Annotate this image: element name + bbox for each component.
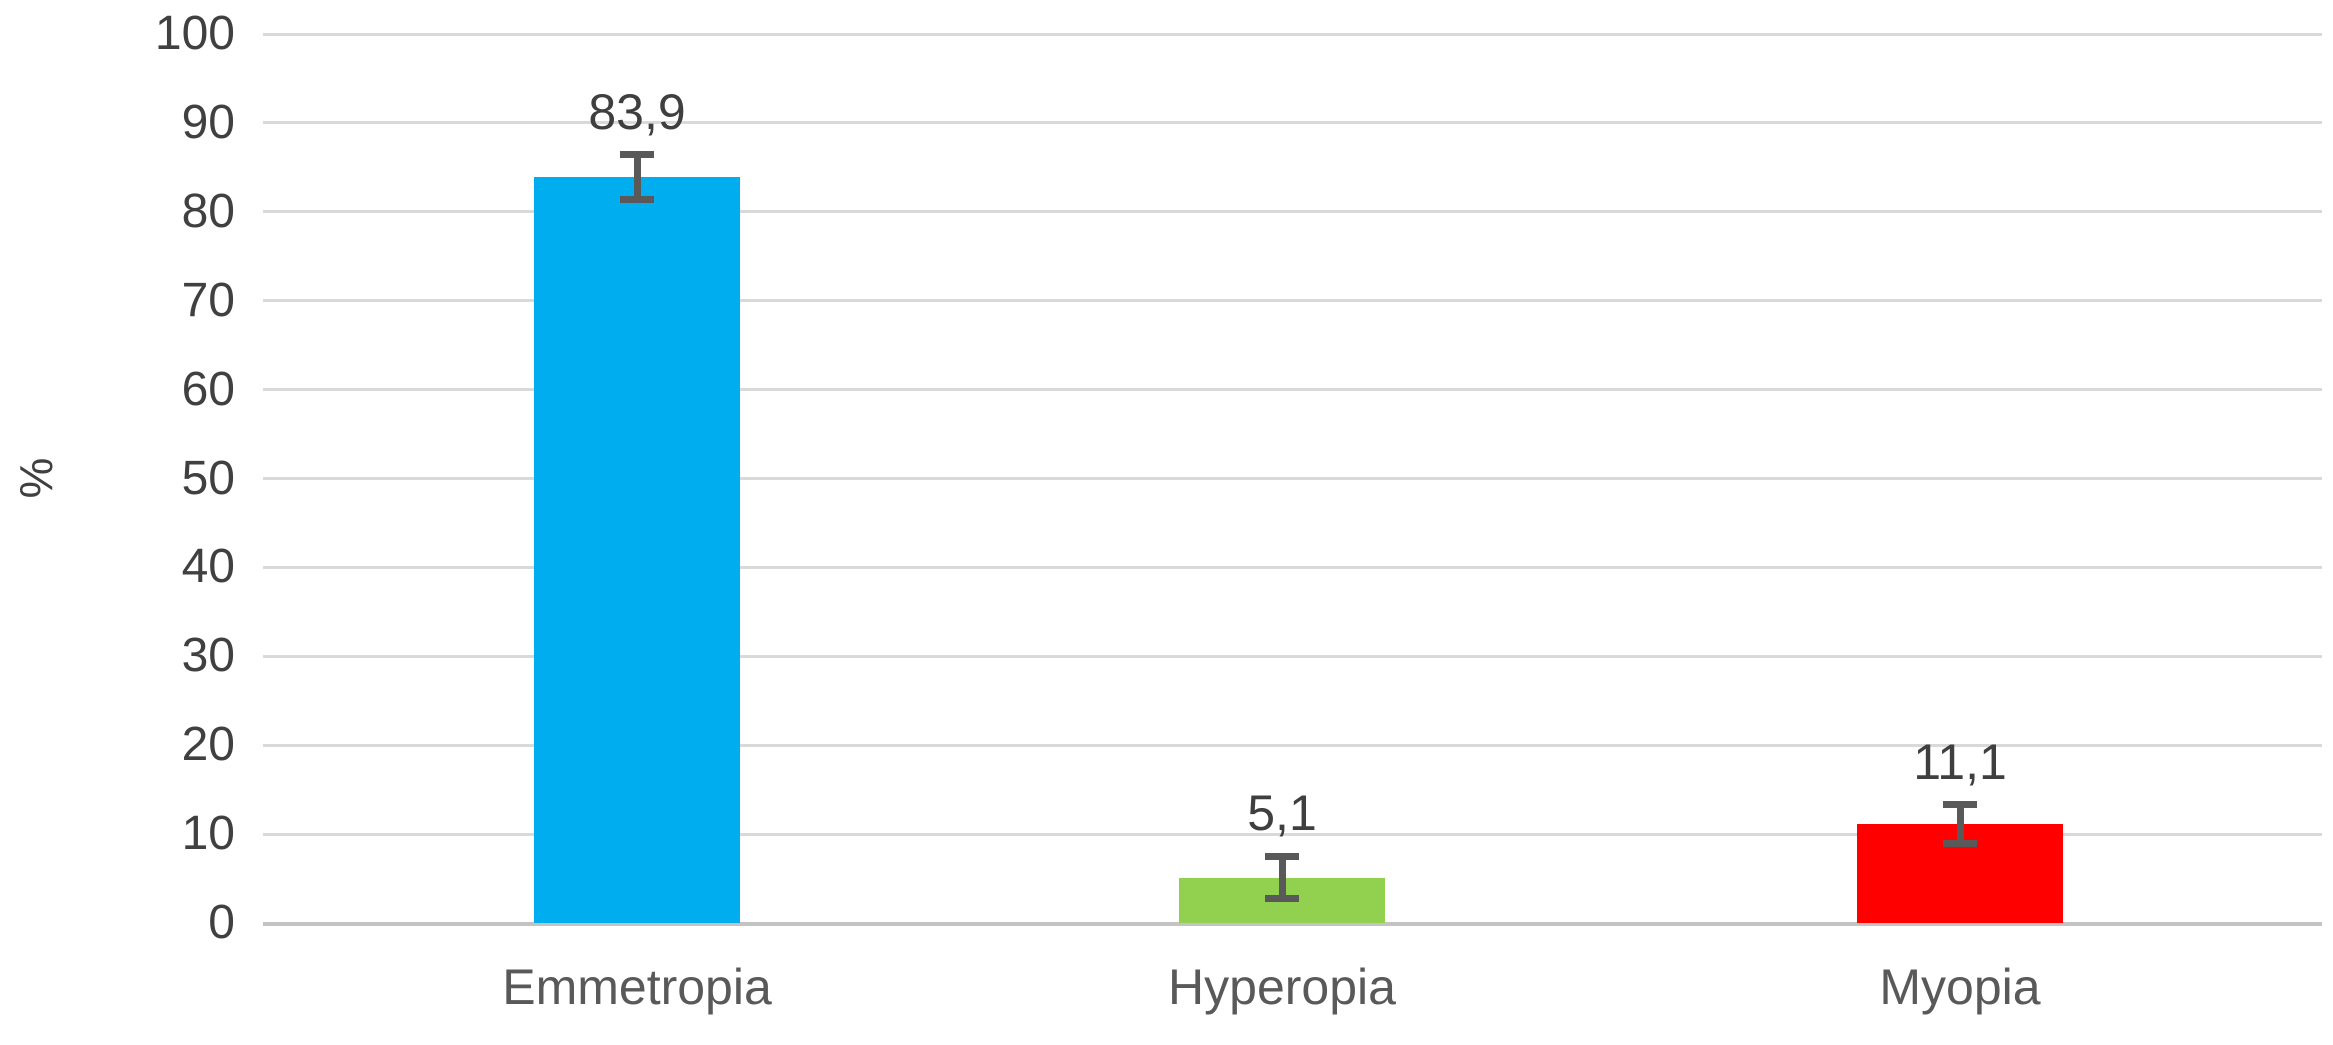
y-tick-label: 40 [181,540,235,594]
y-tick-label: 50 [181,451,235,505]
error-bar-cap [620,151,654,159]
y-axis-title: % [10,457,62,499]
gridline [263,388,2322,392]
value-label: 11,1 [1913,733,2007,790]
y-tick-label: 30 [181,629,235,683]
y-tick-label: 90 [181,95,235,149]
gridline [263,477,2322,480]
x-axis-baseline [263,921,2322,926]
value-label: 5,1 [1247,785,1317,842]
y-tick-label: 70 [181,273,235,327]
error-bar-line [633,154,641,200]
value-label: 83,9 [588,83,686,140]
bar-emmetropia [534,177,740,923]
gridline [263,299,2322,303]
gridline [263,654,2322,658]
x-category-label: Myopia [1879,959,2041,1015]
y-tick-label: 10 [181,807,235,861]
x-category-label: Emmetropia [502,959,772,1015]
error-bar-cap [1943,840,1977,848]
error-bar-cap [1265,852,1299,860]
y-tick-label: 20 [181,718,235,772]
error-bar-line [1278,856,1286,899]
gridline [263,743,2322,747]
y-tick-label: 80 [181,184,235,238]
gridline [263,32,2322,36]
gridline [263,121,2322,125]
gridline [263,832,2322,836]
error-bar-cap [1943,801,1977,809]
x-category-label: Hyperopia [1168,959,1396,1015]
y-tick-label: 100 [154,7,235,60]
error-bar-line [1956,804,1964,844]
error-bar-cap [620,195,654,203]
y-tick-label: 60 [181,362,235,416]
y-tick-label: 0 [208,896,235,949]
gridline [263,565,2322,569]
gridline [263,210,2322,214]
error-bar-cap [1265,895,1299,903]
